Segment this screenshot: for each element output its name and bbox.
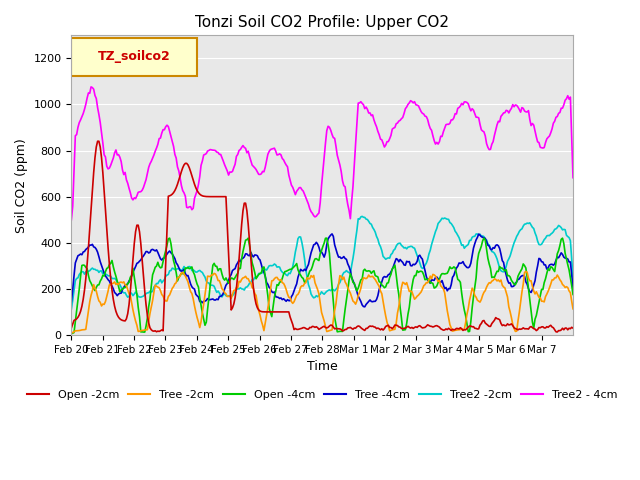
Title: Tonzi Soil CO2 Profile: Upper CO2: Tonzi Soil CO2 Profile: Upper CO2 (195, 15, 449, 30)
Legend: Open -2cm, Tree -2cm, Open -4cm, Tree -4cm, Tree2 -2cm, Tree2 - 4cm: Open -2cm, Tree -2cm, Open -4cm, Tree -4… (22, 385, 622, 404)
Text: TZ_soilco2: TZ_soilco2 (98, 50, 170, 63)
Y-axis label: Soil CO2 (ppm): Soil CO2 (ppm) (15, 138, 28, 232)
X-axis label: Time: Time (307, 360, 337, 373)
FancyBboxPatch shape (72, 38, 197, 76)
